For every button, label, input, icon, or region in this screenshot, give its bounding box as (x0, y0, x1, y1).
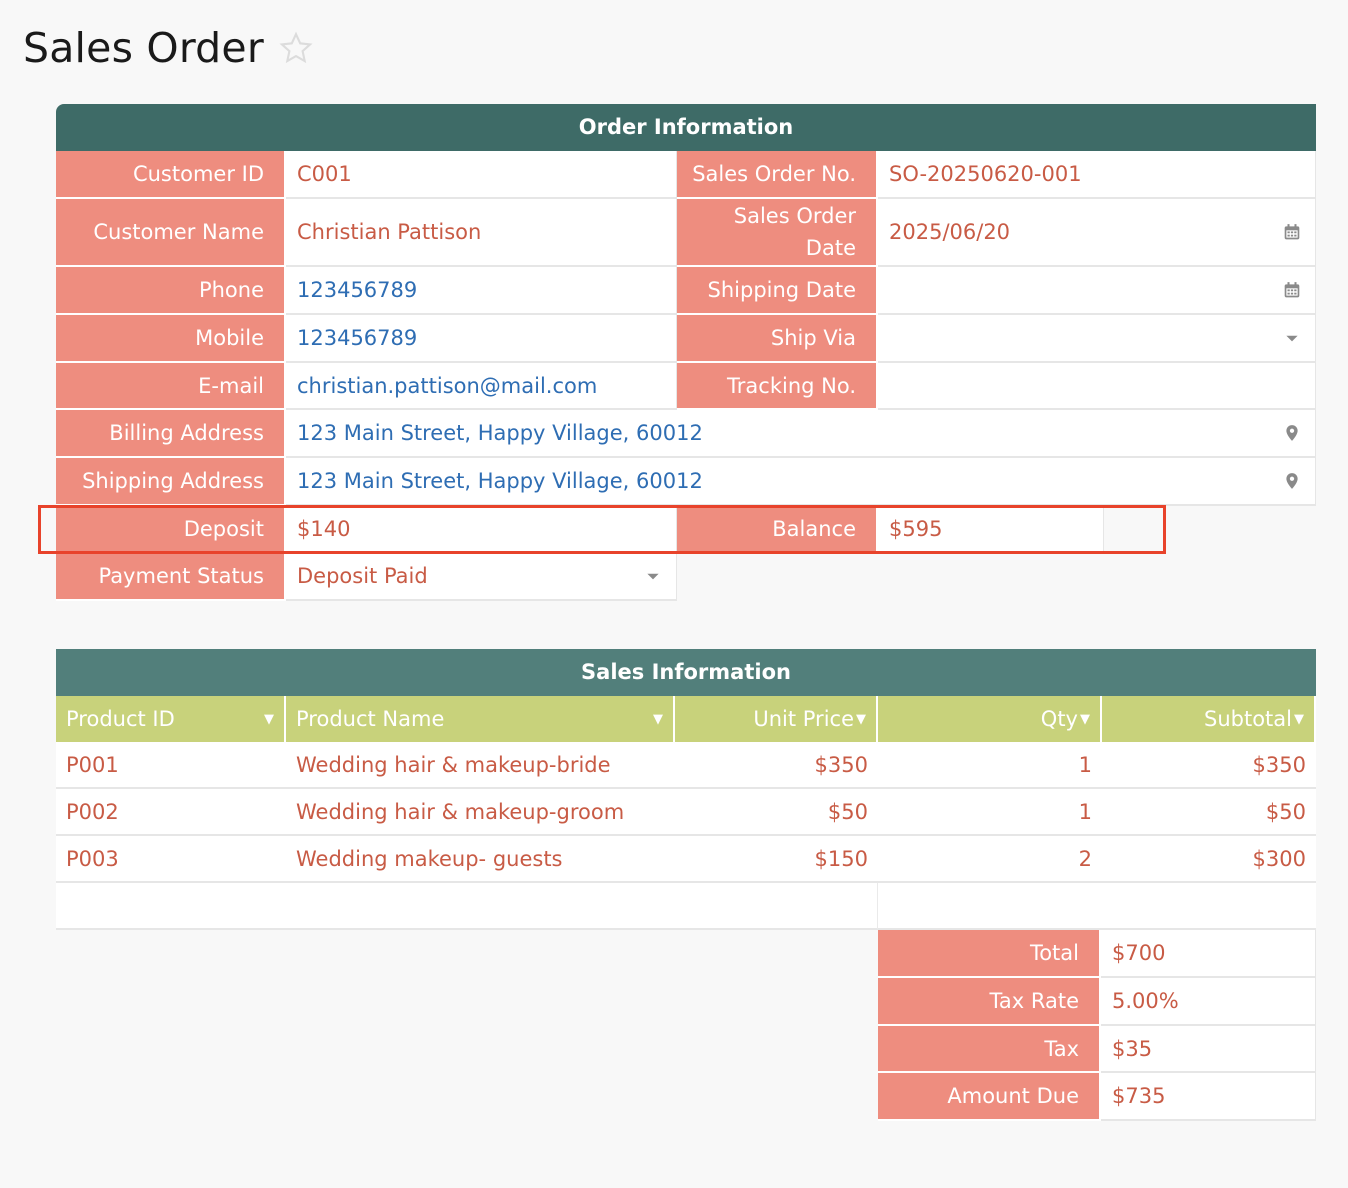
column-header-label: Qty (1040, 707, 1078, 731)
empty-row-cell[interactable] (878, 883, 1316, 930)
balance-label: Balance (677, 506, 878, 553)
amount-due-value: $735 (1101, 1073, 1316, 1121)
customer-name-field[interactable]: Christian Pattison (286, 199, 677, 267)
qty-cell[interactable]: 1 (878, 742, 1102, 789)
page-title: Sales Order (23, 24, 264, 72)
unit-price-cell[interactable]: $50 (675, 789, 878, 836)
ship-via-label: Ship Via (677, 315, 878, 363)
shipping-date-label: Shipping Date (677, 267, 878, 315)
empty-table-row[interactable] (56, 883, 1316, 930)
order-information-section: Order Information Customer ID C001 Sales… (56, 104, 1316, 601)
column-header-label: Subtotal (1204, 707, 1292, 731)
sales-order-no-field[interactable]: SO-20250620-001 (878, 151, 1316, 199)
qty-cell[interactable]: 2 (878, 836, 1102, 883)
sort-caret-icon[interactable]: ▼ (653, 711, 663, 727)
ship-via-select[interactable] (878, 315, 1316, 363)
qty-cell[interactable]: 1 (878, 789, 1102, 836)
subtotal-cell: $300 (1102, 836, 1316, 883)
payment-status-label: Payment Status (56, 553, 286, 601)
shipping-address-value: 123 Main Street, Happy Village, 60012 (297, 469, 703, 493)
payment-status-value: Deposit Paid (297, 564, 428, 588)
order-information-header: Order Information (56, 104, 1316, 151)
calendar-icon[interactable] (1283, 281, 1301, 299)
sales-order-date-label: Sales Order Date (677, 199, 878, 267)
product-id-cell[interactable]: P001 (56, 742, 286, 789)
column-header-label: Product ID (66, 707, 175, 731)
mobile-label: Mobile (56, 315, 286, 363)
billing-address-label: Billing Address (56, 410, 286, 458)
column-header-qty[interactable]: Qty ▼ (878, 696, 1102, 742)
product-id-cell[interactable]: P002 (56, 789, 286, 836)
table-row[interactable]: P001 Wedding hair & makeup-bride $350 1 … (56, 742, 1316, 789)
tax-value: $35 (1101, 1026, 1316, 1073)
table-row[interactable]: P002 Wedding hair & makeup-groom $50 1 $… (56, 789, 1316, 836)
email-field[interactable]: christian.pattison@mail.com (286, 363, 677, 410)
sales-information-section: Sales Information Product ID ▼ Product N… (56, 649, 1316, 1121)
subtotal-cell: $350 (1102, 742, 1316, 789)
unit-price-cell[interactable]: $350 (675, 742, 878, 789)
column-header-label: Unit Price (753, 707, 854, 731)
phone-label: Phone (56, 267, 286, 315)
product-id-cell[interactable]: P003 (56, 836, 286, 883)
sales-order-date-field[interactable]: 2025/06/20 (878, 199, 1316, 267)
total-label: Total (878, 930, 1101, 978)
product-name-cell[interactable]: Wedding makeup- guests (286, 836, 675, 883)
dropdown-caret-icon[interactable] (1283, 329, 1301, 347)
sales-information-header: Sales Information (56, 649, 1316, 696)
dropdown-caret-icon[interactable] (644, 567, 662, 585)
total-value: $700 (1101, 930, 1316, 978)
column-header-product-name[interactable]: Product Name ▼ (286, 696, 675, 742)
balance-field[interactable]: $595 (878, 506, 1104, 553)
empty-row-cell[interactable] (56, 883, 878, 930)
shipping-address-field[interactable]: 123 Main Street, Happy Village, 60012 (286, 458, 1316, 506)
tracking-no-field[interactable] (878, 363, 1316, 410)
sort-caret-icon[interactable]: ▼ (1294, 711, 1304, 727)
location-pin-icon[interactable] (1283, 472, 1301, 490)
location-pin-icon[interactable] (1283, 424, 1301, 442)
totals-panel: Total $700 Tax Rate 5.00% Tax $35 Amount… (878, 930, 1316, 1121)
tax-rate-field[interactable]: 5.00% (1101, 978, 1316, 1026)
phone-field[interactable]: 123456789 (286, 267, 677, 315)
sort-caret-icon[interactable]: ▼ (1080, 711, 1090, 727)
mobile-field[interactable]: 123456789 (286, 315, 677, 363)
calendar-icon[interactable] (1283, 223, 1301, 241)
payment-status-select[interactable]: Deposit Paid (286, 553, 677, 601)
tax-label: Tax (878, 1026, 1101, 1073)
tax-rate-label: Tax Rate (878, 978, 1101, 1026)
sales-table-header: Product ID ▼ Product Name ▼ Unit Price ▼… (56, 696, 1316, 742)
column-header-unit-price[interactable]: Unit Price ▼ (675, 696, 878, 742)
column-header-subtotal[interactable]: Subtotal ▼ (1102, 696, 1316, 742)
table-row[interactable]: P003 Wedding makeup- guests $150 2 $300 (56, 836, 1316, 883)
page-header: Sales Order (23, 24, 314, 72)
email-label: E-mail (56, 363, 286, 410)
sort-caret-icon[interactable]: ▼ (264, 711, 274, 727)
customer-id-label: Customer ID (56, 151, 286, 199)
shipping-date-field[interactable] (878, 267, 1316, 315)
customer-id-field[interactable]: C001 (286, 151, 677, 199)
tracking-no-label: Tracking No. (677, 363, 878, 410)
sort-caret-icon[interactable]: ▼ (856, 711, 866, 727)
subtotal-cell: $50 (1102, 789, 1316, 836)
deposit-label: Deposit (56, 506, 286, 553)
unit-price-cell[interactable]: $150 (675, 836, 878, 883)
amount-due-label: Amount Due (878, 1073, 1101, 1121)
deposit-field[interactable]: $140 (286, 506, 677, 553)
column-header-label: Product Name (296, 707, 445, 731)
sales-order-no-label: Sales Order No. (677, 151, 878, 199)
shipping-address-label: Shipping Address (56, 458, 286, 506)
sales-order-date-value: 2025/06/20 (889, 220, 1011, 244)
product-name-cell[interactable]: Wedding hair & makeup-groom (286, 789, 675, 836)
star-icon[interactable] (278, 30, 314, 66)
customer-name-label: Customer Name (56, 199, 286, 267)
billing-address-value: 123 Main Street, Happy Village, 60012 (297, 421, 703, 445)
billing-address-field[interactable]: 123 Main Street, Happy Village, 60012 (286, 410, 1316, 458)
column-header-product-id[interactable]: Product ID ▼ (56, 696, 286, 742)
product-name-cell[interactable]: Wedding hair & makeup-bride (286, 742, 675, 789)
